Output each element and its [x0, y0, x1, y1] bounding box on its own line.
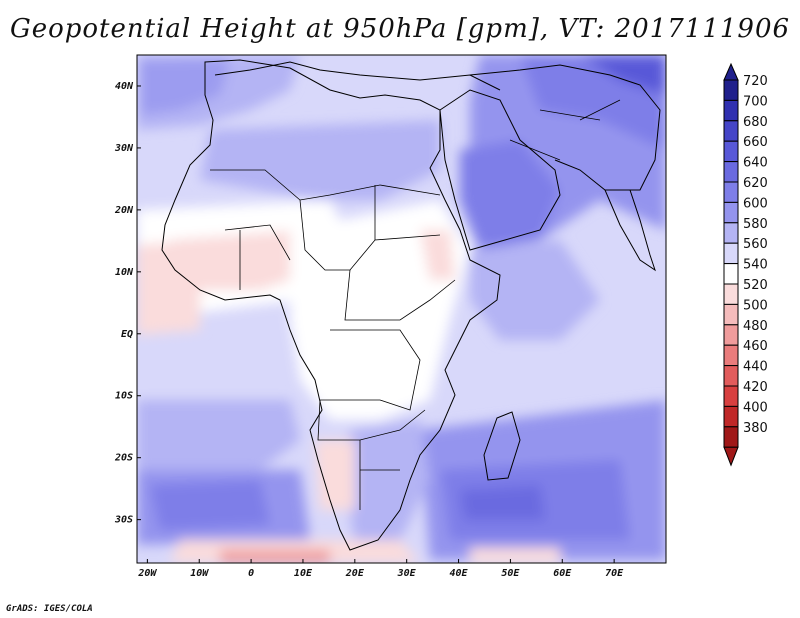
border-5	[320, 329, 421, 411]
lon-tick-label: 10E	[294, 568, 313, 579]
lon-tick-label: 30E	[397, 568, 417, 579]
colorbar-swatch	[723, 99, 739, 122]
colorbar-label: 680	[743, 115, 768, 130]
coast-europe	[214, 61, 501, 91]
colorbar-label: 560	[743, 237, 768, 252]
lon-tick-label: 20E	[345, 568, 365, 579]
coast-india	[604, 189, 656, 272]
field-patch-sahara	[200, 120, 440, 200]
field-patch-ethiopia	[420, 230, 455, 280]
border-7	[359, 440, 400, 510]
colorbar-top-arrow	[723, 62, 739, 81]
colorbar-label: 480	[743, 319, 768, 334]
colorbar-label: 580	[743, 217, 768, 232]
lon-tick-label: 40E	[450, 568, 469, 579]
colorbar-swatch	[723, 79, 739, 101]
colorbar-label: 620	[743, 176, 768, 191]
colorbar-swatch	[723, 385, 739, 407]
colorbar-label: 420	[743, 380, 768, 395]
coastlines	[161, 59, 661, 551]
border-1	[210, 169, 441, 201]
lat-tick-label: 10N	[115, 267, 134, 278]
shaded-field	[137, 55, 666, 563]
field-patch-horn	[470, 240, 600, 340]
border-2	[299, 199, 441, 271]
lat-tick-label: 20S	[114, 453, 133, 464]
lon-tick-label: 0	[248, 568, 254, 579]
field-patch-namibia	[315, 440, 355, 510]
border-8	[224, 224, 291, 290]
colorbar-swatch	[723, 283, 739, 305]
colorbar-label: 520	[743, 278, 768, 293]
lon-tick-label: 60E	[553, 568, 572, 579]
colorbar-label: 600	[743, 196, 768, 211]
colorbar-label: 720	[743, 74, 768, 89]
lat-tick-label: 20N	[114, 205, 134, 216]
field-patch-ne-peak	[580, 55, 666, 95]
lat-tick-label: 30S	[114, 515, 133, 526]
coast-africa	[161, 59, 501, 551]
grads-credit: GrADS: IGES/COLA	[6, 604, 93, 614]
lon-axis: 20W 10W 0 10E 20E 30E 40E 50E 60E 70E	[137, 559, 624, 579]
plot-frame	[136, 54, 667, 564]
colorbar-swatch	[723, 222, 739, 244]
colorbar-label: 440	[743, 360, 768, 375]
lon-tick-label: 50E	[501, 568, 520, 579]
lat-axis: 40N 30N 20N 10N EQ 10S 20S 30S	[114, 81, 141, 526]
coast-madagascar	[483, 411, 521, 481]
colorbar-label: 380	[743, 421, 768, 436]
colorbar-swatch	[723, 303, 739, 326]
lat-tick-label: EQ	[121, 329, 133, 340]
colorbar-label: 640	[743, 156, 768, 171]
field-patch-safrica	[345, 420, 430, 545]
colorbar-swatch	[723, 181, 739, 203]
colorbar-swatch	[723, 120, 739, 142]
border-9	[509, 99, 621, 161]
field-patch-sahel-pink	[170, 230, 320, 290]
coast-arabia	[439, 89, 561, 251]
field-patch-arabia	[460, 140, 560, 250]
colorbar-label: 460	[743, 339, 768, 354]
lon-tick-label: 10W	[190, 568, 209, 579]
field-patch-se-pink	[470, 548, 560, 563]
colorbar-label: 400	[743, 400, 768, 415]
colorbar-swatch	[723, 365, 739, 387]
field-patch-south-red	[220, 550, 330, 563]
colorbar-label: 540	[743, 258, 768, 273]
lon-tick-label: 20W	[137, 568, 157, 579]
colorbar-swatch	[723, 426, 739, 448]
colorbar-swatch	[723, 324, 739, 346]
colorbar-label: 660	[743, 135, 768, 150]
field-patch-satl	[137, 400, 300, 470]
coast-asia	[469, 64, 661, 191]
colorbar-swatch	[723, 201, 739, 224]
colorbar-bottom-arrow	[723, 446, 739, 467]
lon-tick-label: 70E	[605, 568, 624, 579]
country-borders	[210, 99, 621, 510]
colorbar-label: 500	[743, 298, 768, 313]
colorbar-swatch	[723, 161, 739, 183]
lat-tick-label: 40N	[115, 81, 134, 92]
field-patch-sio-peak	[460, 485, 545, 520]
colorbar-label: 700	[743, 94, 768, 109]
border-4	[344, 269, 456, 321]
map-title: Geopotential Height at 950hPa [gpm], VT:…	[9, 14, 791, 44]
colorbar-swatch	[723, 405, 739, 428]
colorbar-swatch	[723, 344, 739, 367]
field-patch-satl-core	[150, 480, 270, 530]
field-patch-nw-core	[140, 58, 230, 115]
colorbar-swatch	[723, 140, 739, 163]
colorbar-swatch	[723, 263, 739, 285]
colorbar: 720 700 680 660 640 620 600 580 560 540 520 500 480 4…	[723, 62, 768, 467]
lat-tick-label: 10S	[115, 391, 133, 402]
lat-tick-label: 30N	[114, 143, 134, 154]
colorbar-swatch	[723, 242, 739, 265]
